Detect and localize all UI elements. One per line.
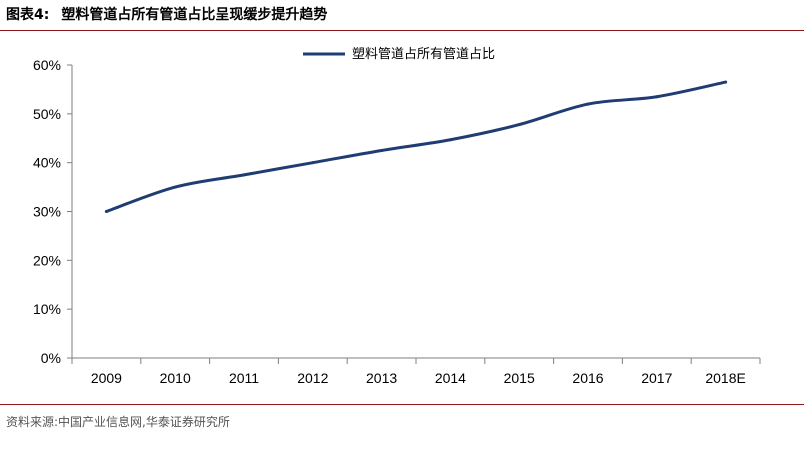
data-point [104,210,108,213]
data-point [380,148,384,152]
y-tick-label: 30% [33,204,61,220]
x-tick-label: 2010 [160,370,191,386]
data-point [173,185,177,189]
series-group [104,80,728,213]
figure-title-text: 塑料管道占所有管道占比呈现缓步提升趋势 [61,7,328,23]
title-rule [0,30,804,31]
legend-label: 塑料管道占所有管道占比 [352,47,495,62]
x-tick-label: 2014 [435,370,466,386]
y-tick-label: 0% [41,350,61,366]
data-point [724,80,728,84]
x-tick-label: 2015 [504,370,535,386]
legend: 塑料管道占所有管道占比 [303,47,495,62]
x-tick-label: 2012 [297,370,328,386]
x-tick-label: 2018E [705,370,745,386]
y-tick-label: 60% [33,57,61,73]
figure-label: 图表4: [6,7,50,23]
data-point [311,161,315,165]
y-tick-label: 20% [33,252,61,268]
data-point [586,102,590,106]
y-tick-label: 50% [33,106,61,122]
x-tick-label: 2017 [641,370,672,386]
axes: 0% 10% 20% 30% 40% 50% 60% 2009 2010 2011 2012 2013… [33,57,761,386]
x-tick-label: 2009 [91,370,122,386]
source-rule [0,404,804,405]
y-tick-label: 40% [33,155,61,171]
source-note: 资料来源:中国产业信息网,华泰证券研究所 [6,415,230,429]
data-point [655,95,659,99]
series-line [104,80,728,213]
data-point [448,138,452,142]
data-point [242,173,246,177]
y-tick-label: 10% [33,301,61,317]
x-tick-label: 2013 [366,370,397,386]
data-point [517,123,521,127]
x-tick-label: 2016 [572,370,603,386]
figure-title: 图表4: 塑料管道占所有管道占比呈现缓步提升趋势 [6,4,327,24]
x-tick-label: 2011 [229,370,259,386]
